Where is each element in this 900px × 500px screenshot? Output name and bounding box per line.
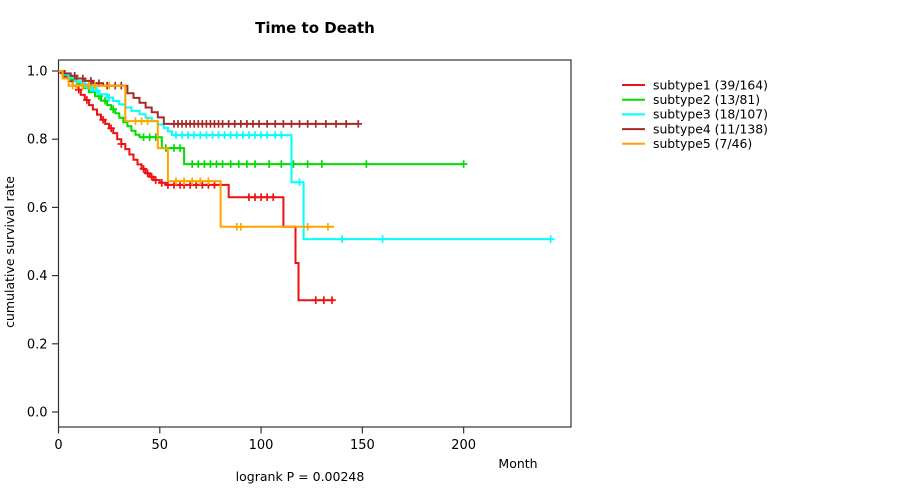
x-axis-label: Month [498,456,537,471]
legend-label-subtype5: subtype5 (7/46) [653,136,752,151]
legend-label-subtype4: subtype4 (11/138) [653,121,768,136]
y-tick-label: 0.2 [27,337,48,352]
chart-title: Time to Death [255,19,375,37]
plot-box [57,59,572,428]
legend-label-subtype1: subtype1 (39/164) [653,77,768,92]
y-axis-label: cumulative survival rate [2,176,17,328]
x-tick-label: 0 [54,438,62,453]
legend-label-subtype3: subtype3 (18/107) [653,107,768,122]
legend-label-subtype2: subtype2 (13/81) [653,92,760,107]
x-tick-label: 100 [249,438,274,453]
y-tick-label: 0.6 [27,201,48,216]
logrank-p-value: logrank P = 0.00248 [236,469,365,484]
y-tick-label: 1.0 [27,65,48,80]
x-tick-label: 150 [350,438,375,453]
y-tick-label: 0.0 [27,406,48,421]
y-tick-label: 0.8 [27,133,48,148]
x-tick-label: 50 [152,438,169,453]
x-tick-label: 200 [451,438,476,453]
y-tick-label: 0.4 [27,269,48,284]
